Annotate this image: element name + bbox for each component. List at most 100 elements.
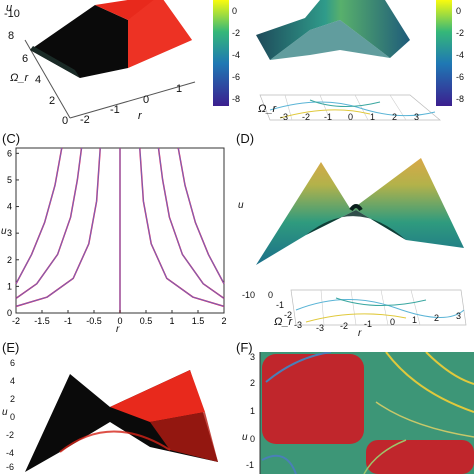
- panel-f: u 3 2 1 0 -1: [236, 352, 474, 474]
- curve-5: [157, 147, 225, 299]
- surface-black-edge: [30, 46, 80, 78]
- yaxis-label: u: [242, 432, 248, 443]
- ytick: 0: [7, 308, 12, 318]
- panel-a-plot: [24, 0, 196, 119]
- xtick: 3: [456, 311, 462, 321]
- ytick: -2: [6, 430, 15, 440]
- panel-c: 6 5 4 3 2 1 0 -2 -1.5 -1 -0.5 0 0.5 1 1.5 2 u r: [0, 140, 236, 340]
- ytick: 4: [35, 74, 42, 86]
- surface-black: [30, 5, 128, 78]
- colorbar-tick: -4: [456, 50, 465, 60]
- curve-overlay-2: [15, 147, 101, 307]
- yaxis-label: Ω_r: [10, 72, 29, 84]
- ytick: -4: [6, 448, 15, 458]
- ytick: 5: [7, 175, 12, 185]
- xaxis-label: r: [358, 328, 362, 339]
- curve-1: [15, 147, 83, 299]
- xtick: -1: [110, 104, 120, 116]
- zaxis-label: u: [6, 2, 13, 14]
- curve-overlay-0: [15, 147, 63, 284]
- colorbar-tick: -8: [232, 94, 241, 104]
- colorbar-tick: -4: [232, 50, 241, 60]
- yaxis-label: u: [1, 226, 7, 237]
- ytick: 8: [8, 30, 15, 42]
- panel-label-c: (C): [2, 131, 21, 146]
- surface-d: [256, 158, 464, 265]
- xtick: -3: [316, 323, 325, 333]
- panel-b-plot: [213, 0, 452, 121]
- xtick: 1: [370, 112, 376, 122]
- colorbar-tick: 0: [232, 6, 238, 16]
- colorbar-tick: -8: [456, 94, 465, 104]
- colorbar-right: [436, 0, 452, 106]
- xtick: 2: [392, 112, 398, 122]
- xaxis-label: r: [116, 324, 120, 335]
- xtick: 2: [221, 316, 226, 326]
- yaxis-label: u: [2, 407, 8, 418]
- ytick: 0: [62, 115, 69, 127]
- xaxis-label: r: [138, 110, 142, 122]
- ytick: 1: [250, 406, 256, 416]
- xtick: 2: [434, 313, 440, 323]
- ytick: 2: [250, 378, 256, 388]
- xtick: 0: [117, 316, 122, 326]
- curve-overlay-5: [158, 147, 225, 299]
- heatmap-red-region: [366, 440, 474, 474]
- xtick: -1: [364, 319, 373, 329]
- xtick: 3: [414, 112, 420, 122]
- surface-b: [256, 0, 410, 60]
- xtick: 0: [143, 94, 150, 106]
- ytick: -1: [246, 460, 255, 470]
- heatmap-red-region: [262, 354, 364, 444]
- curve-overlay-6: [177, 147, 225, 284]
- ytick: 6: [22, 53, 29, 65]
- curve-0: [15, 147, 63, 285]
- panel-e: u 6 4 2 0 -2 -4 -6: [0, 352, 236, 474]
- panel-d: u -10 Ω_r 0 -1 -2 -3 -3 -2 -1 0 1 2 3 r: [236, 140, 474, 340]
- ytick: 0: [10, 412, 16, 422]
- xtick: 1: [412, 315, 418, 325]
- surface-red: [110, 370, 205, 422]
- panel-b: 0 -2 -4 -6 -8 0 -2 -4 -6 -8 Ω_r -3 -2 -1…: [210, 0, 474, 135]
- colorbar-tick: -6: [456, 72, 465, 82]
- ytick: 6: [7, 148, 12, 158]
- ytick: 3: [250, 352, 256, 362]
- yaxis-label: Ω_r: [274, 316, 293, 328]
- ytick: -6: [6, 462, 15, 472]
- ztick: -10: [242, 290, 256, 300]
- xaxis-label: Ω_r: [258, 103, 277, 115]
- ytick: 2: [7, 255, 12, 265]
- panel-f-plot: [259, 352, 474, 474]
- zaxis-label: u: [238, 200, 244, 211]
- curve-6: [177, 147, 225, 285]
- xtick: -1: [64, 316, 72, 326]
- ytick: 3: [7, 228, 12, 238]
- panel-a: u -10 8 6 4 2 0 Ω_r -2 -1 0 1 r: [0, 0, 210, 135]
- panel-label-d: (D): [236, 131, 255, 146]
- colorbar-tick: -2: [456, 28, 465, 38]
- xtick: -2: [302, 112, 311, 122]
- xtick: -3: [280, 112, 289, 122]
- xtick: -2: [12, 316, 20, 326]
- xtick: 1.5: [192, 316, 205, 326]
- panel-label-e: (E): [2, 340, 20, 355]
- panel-e-plot: [25, 370, 218, 472]
- ytick: -2: [284, 310, 293, 320]
- xtick: -0.5: [86, 316, 102, 326]
- xtick: -1: [324, 112, 333, 122]
- ytick: 0: [268, 290, 274, 300]
- xtick: -2: [80, 114, 90, 126]
- xtick: -1.5: [34, 316, 50, 326]
- xtick: 1: [169, 316, 174, 326]
- ytick: -1: [276, 300, 285, 310]
- curve-overlay-4: [139, 147, 225, 307]
- colorbar-tick: -6: [232, 72, 241, 82]
- ytick: 1: [7, 281, 12, 291]
- ytick: -3: [294, 320, 303, 330]
- ytick: 0: [250, 434, 256, 444]
- xtick: 0: [348, 112, 354, 122]
- ytick: 2: [10, 394, 16, 404]
- panel-label-f: (F): [236, 340, 253, 355]
- xtick: 0: [390, 317, 396, 327]
